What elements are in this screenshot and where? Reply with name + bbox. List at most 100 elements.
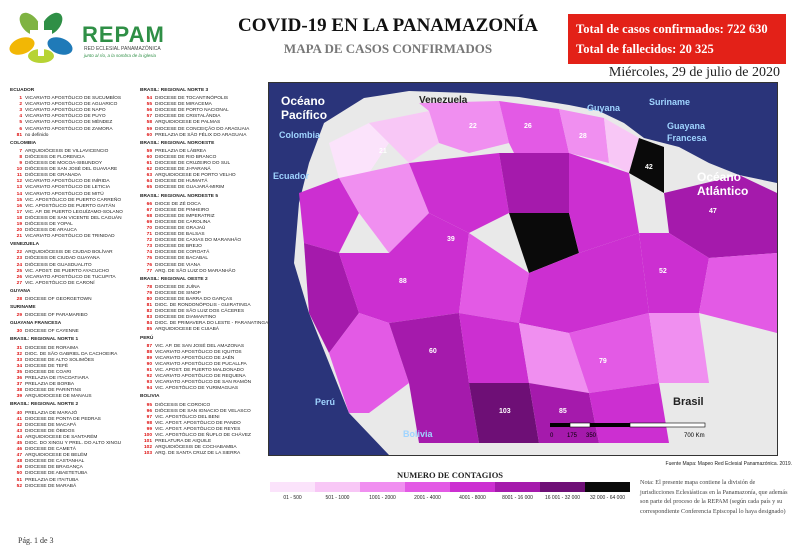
legend-item: 16 VIC. APOSTÓLICO DE PUERTO GAITÁN xyxy=(10,204,138,210)
legend-item-number: 65 xyxy=(146,185,152,191)
legend-item-number: 99 xyxy=(146,426,152,432)
region-bolivia-north[interactable] xyxy=(409,383,479,443)
region-ecuador[interactable] xyxy=(299,178,359,253)
region-macapa[interactable] xyxy=(629,138,664,193)
legend-item: 33 DIOCESE DE ALTO SOLIMÕES xyxy=(10,358,138,364)
region-peru-south[interactable] xyxy=(329,313,409,413)
region-colombia-west[interactable] xyxy=(329,123,389,178)
legend-item-number: 70 xyxy=(146,225,152,231)
region-alto-rio-negro[interactable] xyxy=(409,153,509,233)
region-number: 26 xyxy=(524,123,532,130)
legend-item-label: VICARIATO APOSTÓLICO DE TUCUPITA xyxy=(25,274,116,280)
legend-item: 75 DIOCESE DE BACABAL xyxy=(140,256,268,262)
region-maranhao[interactable] xyxy=(699,253,777,333)
region-venezuela-east[interactable] xyxy=(499,101,569,163)
region-manaus[interactable] xyxy=(509,213,579,273)
region-cuiaba[interactable] xyxy=(529,383,599,443)
legend-item-label: DIÓCESIS DE FLORENCIA xyxy=(25,154,85,160)
legend-item: 51 PRELAZIA DE ITAITUBA xyxy=(10,478,138,484)
legend-item-number: 48 xyxy=(16,459,22,465)
region-colombia-south[interactable] xyxy=(339,163,429,253)
region-suriname[interactable] xyxy=(604,118,639,173)
region-obidos[interactable] xyxy=(569,153,639,253)
legend-item-label: DIOCESE DE GRAJAÚ xyxy=(155,225,206,231)
legend-item-label: DIOCESE DE BACABAL xyxy=(155,256,209,262)
region-peru-iquitos[interactable] xyxy=(339,213,469,323)
contagios-label: 01 - 500 xyxy=(283,495,302,501)
region-peru-north[interactable] xyxy=(304,243,359,353)
legend-item: 95 DIÓCESIS DE COROICO xyxy=(140,403,268,409)
region-sinop[interactable] xyxy=(569,313,659,393)
legend-item: 94 VIC. APOSTÓLICO DE YURIMAGUAS xyxy=(140,386,268,392)
legend-item-number: 77 xyxy=(146,268,152,274)
legend-item-number: 76 xyxy=(146,262,152,268)
legend-item: 59 PRELAZIA DE LÁBREA xyxy=(140,149,268,155)
region-roraima[interactable] xyxy=(499,153,569,213)
region-venezuela[interactable] xyxy=(419,101,509,153)
legend-item-label: DIOCESE DE CASTANHAL xyxy=(25,459,85,465)
region-bolivia-santa-cruz[interactable] xyxy=(469,383,539,443)
legend-item-label: DIOCE DE ZÉ DOCA xyxy=(155,201,201,207)
region-guyana[interactable] xyxy=(559,109,609,163)
legend-item-number: 40 xyxy=(16,410,22,416)
region-tocantins[interactable] xyxy=(649,313,709,383)
legend-item-number: 13 xyxy=(16,185,22,191)
legend-item-number: 103 xyxy=(143,451,152,457)
legend-item: 24 DIÓCESIS DE GUASDUALITO xyxy=(10,263,138,269)
label-peru: Perú xyxy=(315,397,335,407)
legend-item-number: 31 xyxy=(16,345,22,351)
region-porto-velho[interactable] xyxy=(459,313,529,383)
legend-item: 18 DIÓCESIS DE SAN VICENTE DEL CAGUÁN xyxy=(10,216,138,222)
legend-item-label: DIÓCESIS DE GRANADA xyxy=(25,173,81,179)
legend-item: 80 DIOCESE DE BARRA DO GARÇAS xyxy=(140,297,268,303)
region-barra-do-garcas[interactable] xyxy=(589,383,669,443)
confirmed-value: 722 630 xyxy=(726,22,768,36)
legend-item-number: 84 xyxy=(146,321,152,327)
legend-item-label: DIOCESE DE MIRACEMA xyxy=(155,102,212,108)
contagios-swatch xyxy=(540,482,585,492)
region-number: 39 xyxy=(447,236,455,243)
legend-item: 99 VIC. APOST. APOSTÓLICO DE REYES xyxy=(140,427,268,433)
contagios-swatch xyxy=(315,482,360,492)
legend-item-number: 79 xyxy=(146,290,152,296)
legend-item-number: 4 xyxy=(19,114,22,120)
legend-item-label: DIOCESE DE TEFÉ xyxy=(25,363,69,369)
legend-item: 77 ARQ. DE SÃO LUIZ DO MARANHÃO xyxy=(140,269,268,275)
legend-item-number: 54 xyxy=(146,96,152,102)
legend-item-label: VICARIATO APOSTÓLICO DE SUCUMBÍOS xyxy=(25,96,122,102)
legend-section-heading: BRASIL: REGIONAL NORTE 1 xyxy=(10,337,79,343)
contagios-swatch xyxy=(495,482,540,492)
region-belem[interactable] xyxy=(664,175,777,258)
region-santarem[interactable] xyxy=(519,233,649,333)
region-tefe[interactable] xyxy=(459,233,529,323)
contagios-label: 4001 - 8000 xyxy=(459,495,486,501)
legend-item-label: DIÓCESIS DE SAN IGNACIO DE VELASCO xyxy=(155,408,251,414)
legend-item-label: PRELAZIA DE SÃO FÉLIX DO ARAGUAIA xyxy=(155,132,247,138)
legend-item: 60 PRELAZIA DE SÃO FÉLIX DO ARAGUAIA xyxy=(140,133,268,139)
legend-item-number: 35 xyxy=(16,369,22,375)
legend-item: 88 VICARIATO APOSTÓLICO DE IQUITOS xyxy=(140,350,268,356)
legend-item-label: PRELATURA DE AIQUILE xyxy=(155,439,212,445)
legend-item: 27 VIC. APOSTÓLICO DE CARONÍ xyxy=(10,281,138,287)
legend-item: 43 DIOCESE DE ÓBIDOS xyxy=(10,429,138,435)
legend-item-number: 12 xyxy=(16,179,22,185)
map-panel[interactable]: Océano Pacífico Colombia Ecuador Venezue… xyxy=(268,82,778,456)
legend-item-number: 15 xyxy=(16,197,22,203)
region-number: 103 xyxy=(499,408,511,415)
legend-item-number: 87 xyxy=(146,343,152,349)
legend-item: 82 DIOCESE DE SÃO LUIZ DOS CÁCERES xyxy=(140,309,268,315)
legend-item-number: 62 xyxy=(146,167,152,173)
region-acre[interactable] xyxy=(389,313,469,383)
region-colombia-north[interactable] xyxy=(369,111,439,163)
legend-section-heading: BRASIL: REGIONAL NORTE 3 xyxy=(140,88,209,93)
contagios-bin: 16 001 - 32 000 xyxy=(540,482,585,506)
legend-item-number: 64 xyxy=(146,179,152,185)
region-maraba[interactable] xyxy=(639,233,709,313)
label-ecuador: Ecuador xyxy=(273,171,310,181)
legend-item-number: 59 xyxy=(146,126,152,132)
legend-item-number: 74 xyxy=(146,250,152,256)
legend-item-label: DIOCESE DE TOCANTINÓPOLIS xyxy=(155,96,229,102)
note-text: Nota: El presente mapa contiene la divis… xyxy=(640,479,788,515)
legend-item-number: 91 xyxy=(146,368,152,374)
legend-item: 47 ARQUIDIOCESE DE BELÉM xyxy=(10,453,138,459)
